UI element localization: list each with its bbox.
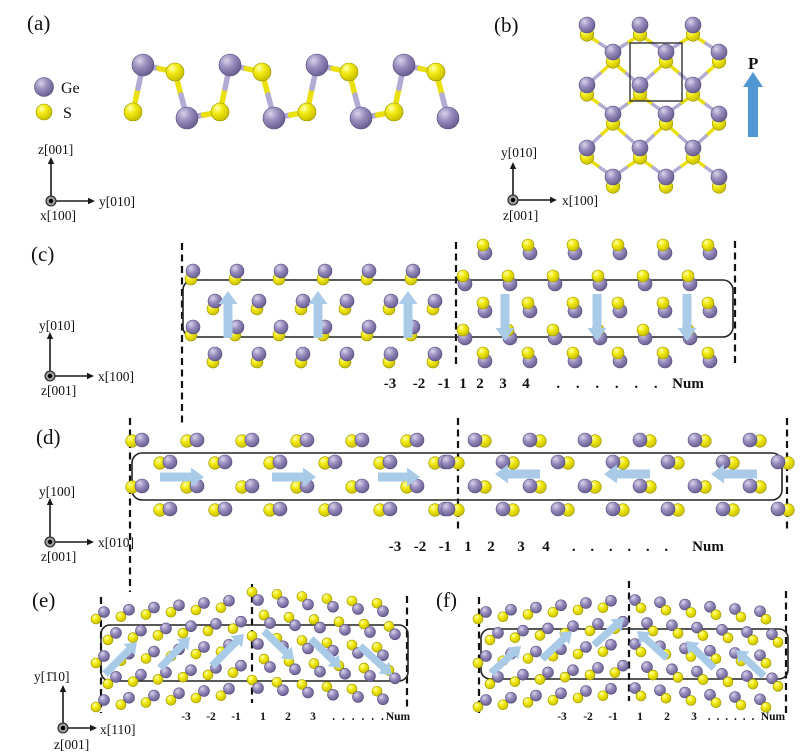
axis-d-up-label: y[100] — [39, 484, 75, 499]
wall-index: 2 — [285, 711, 291, 723]
ges-lattice-e — [90, 586, 401, 713]
axis-d-origin-label: z[001] — [41, 549, 76, 564]
axis-e-origin-label: z[001] — [54, 737, 89, 752]
axis-b-origin-label: z[001] — [503, 208, 538, 223]
supercell-outline-box — [131, 452, 783, 501]
wall-index: 3 — [517, 539, 525, 555]
wall-index: 2 — [476, 376, 484, 392]
polarization-arrows-f — [488, 618, 767, 679]
axis-triad-c — [44, 332, 94, 382]
panel-e-label: (e) — [32, 588, 55, 612]
legend-s-label: S — [63, 105, 72, 122]
ges-lattice-d — [125, 432, 795, 517]
axis-a-origin-label: x[100] — [40, 208, 76, 223]
wall-index: 1 — [464, 539, 472, 555]
unit-cell-box — [629, 42, 683, 102]
axis-b-up-label: y[010] — [501, 145, 537, 160]
ellipsis-dots: . . . . . . — [556, 376, 658, 392]
wall-index: 4 — [542, 539, 550, 555]
legend: Ge S — [34, 77, 80, 122]
legend-s-sphere — [35, 103, 53, 121]
polarization-label: P — [748, 54, 758, 73]
panel-a-label: (a) — [27, 11, 50, 35]
axis-b-right-label: x[100] — [562, 193, 598, 208]
wall-index: -1 — [438, 376, 451, 392]
polarization-arrows-d — [160, 464, 757, 487]
axis-a-up-label: z[001] — [38, 142, 73, 157]
axis-triad-a — [45, 157, 95, 207]
wall-index: -2 — [583, 711, 593, 723]
panel-e: (e) -3 -2 -1 1 2 3 . . . . . . Num y[1̄1… — [32, 584, 411, 752]
wall-index: 4 — [522, 376, 530, 392]
wall-index: 1 — [260, 711, 266, 723]
num-label: Num — [692, 539, 724, 555]
panel-c-label: (c) — [31, 242, 54, 266]
ellipsis-dots: . . . . . . — [332, 711, 384, 723]
panel-d: (d) -3 -2 -1 1 2 3 4 . . . . . . Num y[1… — [36, 418, 795, 592]
ges-lattice-c — [184, 238, 718, 369]
wall-index: -2 — [206, 711, 216, 723]
axis-c-right-label: x[100] — [98, 369, 134, 384]
ges-top-view-lattice — [578, 16, 728, 194]
panel-b: (b) P y[010] x[100] z[001] — [494, 13, 763, 223]
wall-index: 1 — [459, 376, 467, 392]
axis-c-up-label: y[010] — [39, 318, 75, 333]
ges-side-view-chain — [123, 53, 460, 130]
panel-b-label: (b) — [494, 13, 519, 37]
wall-index: 2 — [487, 539, 495, 555]
wall-index: 3 — [499, 376, 507, 392]
wall-index: -1 — [231, 711, 241, 723]
wall-index: -3 — [181, 711, 191, 723]
wall-index: 3 — [310, 711, 316, 723]
ges-lattice-f — [472, 594, 784, 713]
axis-d-right-label: x[010] — [98, 535, 134, 550]
panel-f: (f) -3 -2 -1 1 2 3 . . . . . . Num — [436, 581, 789, 723]
ellipsis-dots: . . . . . . — [708, 711, 755, 723]
legend-ge-sphere — [34, 77, 54, 97]
wall-index: -3 — [557, 711, 567, 723]
polarization-arrow-up — [743, 72, 763, 137]
num-label: Num — [672, 376, 704, 392]
wall-index: -2 — [413, 376, 426, 392]
panel-a: (a) Ge S z[001] y[010] x[100] — [27, 11, 460, 223]
wall-index: 2 — [664, 711, 670, 723]
wall-index: -1 — [608, 711, 618, 723]
wall-index: -3 — [384, 376, 397, 392]
axis-triad-b — [507, 162, 557, 206]
polarization-arrows-c — [218, 291, 697, 341]
axis-a-right-label: y[010] — [99, 194, 135, 209]
axis-e-right-label: x[110] — [100, 722, 136, 737]
wall-index: -1 — [439, 539, 452, 555]
wall-index: 1 — [637, 711, 643, 723]
axis-triad-d — [44, 498, 94, 548]
num-label: Num — [386, 711, 411, 723]
wall-index: 3 — [691, 711, 697, 723]
polarization-arrows-e — [102, 628, 392, 677]
panel-c: (c) -3 -2 -1 1 2 3 4 . . . . . . Num y[0… — [31, 238, 737, 427]
wall-index: -3 — [389, 539, 402, 555]
ellipsis-dots: . . . . . . — [572, 539, 669, 555]
wall-index: -2 — [414, 539, 427, 555]
axis-e-up-label: y[1̄10] — [34, 669, 70, 684]
num-label: Num — [761, 711, 786, 723]
panel-f-label: (f) — [436, 588, 457, 612]
legend-ge-label: Ge — [61, 80, 80, 97]
panel-d-label: (d) — [36, 425, 61, 449]
axis-c-origin-label: z[001] — [41, 383, 76, 398]
axis-triad-e — [57, 685, 97, 734]
